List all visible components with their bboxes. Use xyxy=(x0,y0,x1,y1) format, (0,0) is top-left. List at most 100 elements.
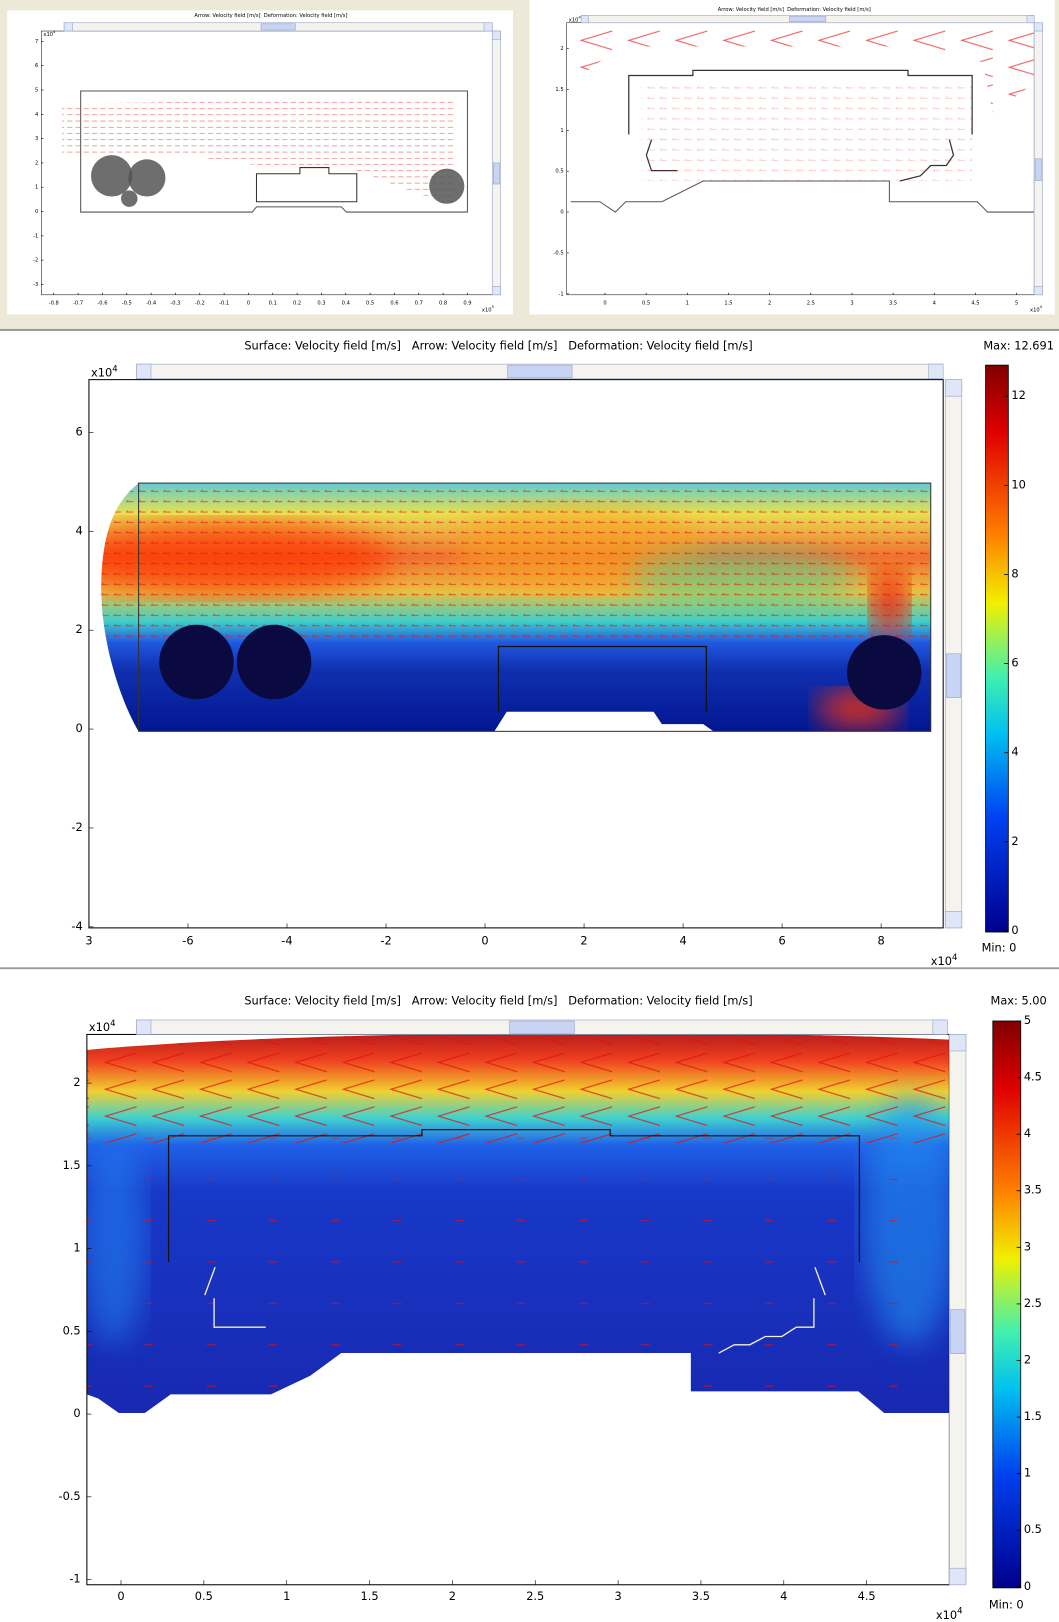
vertical-scrollbar[interactable] xyxy=(1034,23,1042,295)
scroll-left-button[interactable] xyxy=(581,16,588,23)
horizontal-scrollbar[interactable] xyxy=(137,1020,948,1034)
colorbar-tick-label: 3.5 xyxy=(1024,1183,1042,1197)
x-tick-label: 3 xyxy=(614,1589,621,1603)
x-tick-label: -2 xyxy=(380,933,391,947)
x-tick-label: 0.5 xyxy=(642,301,650,307)
colorbar-tick-label: 3 xyxy=(1024,1239,1031,1253)
page: Velocity field plots html, body { margin… xyxy=(0,0,1059,1622)
exponent-base: x10 xyxy=(91,365,112,379)
exponent-base: x10 xyxy=(936,1608,957,1622)
x-tick-label: 1 xyxy=(686,301,689,307)
exponent-base: x10 xyxy=(1030,307,1040,313)
colorbar xyxy=(986,365,1009,932)
x-tick-label: 0 xyxy=(247,301,250,307)
y-tick-label: -2 xyxy=(71,820,82,834)
scroll-right-button[interactable] xyxy=(1027,16,1034,23)
y-tick-label: -3 xyxy=(33,282,38,288)
y-tick-label: 3 xyxy=(35,136,38,142)
colorbar-max: Max: 5.00 xyxy=(991,993,1047,1007)
scroll-thumb[interactable] xyxy=(509,1021,574,1033)
colorbar-tick-label: 2 xyxy=(1024,1352,1031,1366)
x-tick-label: -0.2 xyxy=(195,301,205,307)
x-tick-label: -0.1 xyxy=(219,301,229,307)
colorbar-tick-label: 6 xyxy=(1011,656,1018,670)
scroll-up-button[interactable] xyxy=(945,380,962,397)
x-tick-label: -0.5 xyxy=(122,301,132,307)
scroll-thumb[interactable] xyxy=(1035,159,1041,181)
scroll-thumb[interactable] xyxy=(790,17,826,22)
colorbar-tick-label: 0.5 xyxy=(1024,1522,1042,1536)
x-tick-label: -0.4 xyxy=(146,301,156,307)
scroll-right-button[interactable] xyxy=(933,1020,947,1034)
y-tick-label: 0.5 xyxy=(555,169,563,175)
colorbar-tick-label: 10 xyxy=(1011,477,1025,491)
x-tick-label: 5 xyxy=(1015,301,1018,307)
scroll-down-button[interactable] xyxy=(1034,287,1042,295)
plot-title: Surface: Velocity field [m/s] Arrow: Vel… xyxy=(244,993,752,1007)
body: {"panels": [ {"title": "Arrow: Velocity … xyxy=(0,0,1059,1622)
scroll-up-button[interactable] xyxy=(1034,23,1042,31)
scroll-up-button[interactable] xyxy=(949,1034,966,1051)
separator xyxy=(0,329,1059,331)
y-tick-label: -0.5 xyxy=(58,1489,80,1503)
x-tick-label: -0.3 xyxy=(170,301,180,307)
x-tick-label: 3.5 xyxy=(692,1589,710,1603)
y-tick-label: 2 xyxy=(560,46,563,52)
x-tick-label: 1 xyxy=(283,1589,290,1603)
vertical-scrollbar[interactable] xyxy=(945,380,962,928)
x-tick-label: 2 xyxy=(449,1589,456,1603)
scroll-up-button[interactable] xyxy=(492,31,500,39)
x-tick-label: 0 xyxy=(603,301,606,307)
x-tick-label: -0.8 xyxy=(49,301,59,307)
colorbar-tick-label: 4 xyxy=(1024,1126,1031,1140)
colorbar-tick-label: 0 xyxy=(1011,923,1018,937)
exponent-base: x10 xyxy=(569,17,579,23)
x-tick-label: 1.5 xyxy=(361,1589,379,1603)
separator xyxy=(0,967,1059,969)
exponent-base: x10 xyxy=(43,32,53,38)
horizontal-scrollbar[interactable] xyxy=(64,23,492,31)
exponent-base: x10 xyxy=(931,954,952,968)
colorbar-tick-label: 12 xyxy=(1011,388,1025,402)
y-tick-label: 1.5 xyxy=(63,1158,81,1172)
x-tick-label: 3 xyxy=(850,301,853,307)
y-tick-label: 2 xyxy=(73,1075,80,1089)
colorbar-tick-label: 4.5 xyxy=(1024,1070,1042,1084)
scroll-thumb[interactable] xyxy=(950,1310,964,1354)
x-tick-label: 2 xyxy=(580,933,587,947)
scroll-down-button[interactable] xyxy=(949,1568,966,1585)
x-tick-label: -0.7 xyxy=(73,301,83,307)
y-tick-label: -1 xyxy=(558,291,563,297)
x-tick-label: 4 xyxy=(679,933,686,947)
y-tick-label: -0.5 xyxy=(554,250,564,256)
scroll-left-button[interactable] xyxy=(137,1020,151,1034)
y-tick-label: 5 xyxy=(35,87,38,93)
exponent-power: 4 xyxy=(112,364,117,374)
scroll-thumb[interactable] xyxy=(946,654,960,698)
scroll-right-button[interactable] xyxy=(484,23,492,31)
scroll-thumb[interactable] xyxy=(261,24,295,30)
vertical-scrollbar[interactable] xyxy=(949,1034,966,1584)
scroll-thumb[interactable] xyxy=(508,365,573,377)
x-tick-label: 3.5 xyxy=(889,301,897,307)
x-tick-label: 2.5 xyxy=(526,1589,544,1603)
horizontal-scrollbar[interactable] xyxy=(137,364,944,378)
colorbar-min: Min: 0 xyxy=(982,941,1017,955)
scroll-down-button[interactable] xyxy=(945,911,962,928)
x-tick-label: 0.5 xyxy=(366,301,374,307)
colorbar-tick-label: 0 xyxy=(1024,1579,1031,1593)
horizontal-scrollbar[interactable] xyxy=(581,16,1034,23)
colorbar-tick-label: 1.5 xyxy=(1024,1409,1042,1423)
scroll-down-button[interactable] xyxy=(492,287,500,295)
x-tick-label: 0.3 xyxy=(317,301,325,307)
scroll-left-button[interactable] xyxy=(64,23,72,31)
scroll-left-button[interactable] xyxy=(137,364,151,378)
scroll-right-button[interactable] xyxy=(929,364,943,378)
x-tick-label: 0.2 xyxy=(293,301,301,307)
scroll-thumb[interactable] xyxy=(493,163,499,184)
x-tick-label: 1.5 xyxy=(724,301,732,307)
vertical-scrollbar[interactable] xyxy=(492,31,500,295)
x-tick-label: 2 xyxy=(768,301,771,307)
x-tick-label: 0.4 xyxy=(342,301,350,307)
y-tick-label: 7 xyxy=(35,39,38,45)
